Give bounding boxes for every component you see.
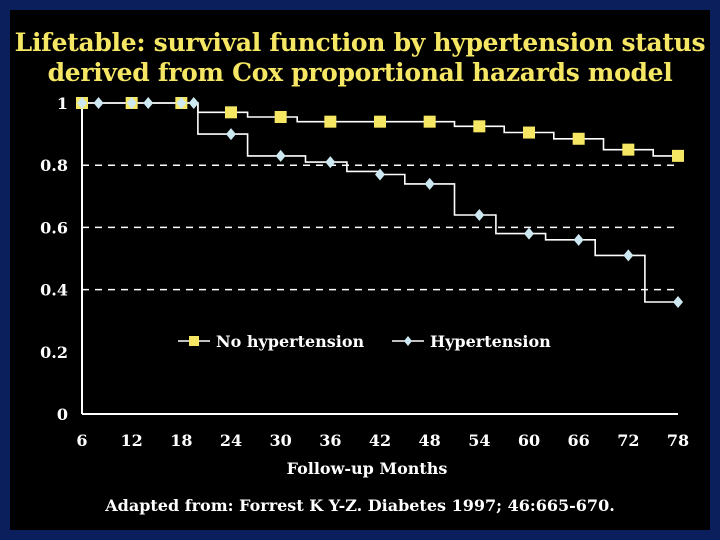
square-marker [622,143,635,156]
x-tick-label: 24 [220,431,242,450]
series-line-hypertension [82,102,678,303]
legend-diamond-marker [404,336,412,346]
x-tick-label: 12 [121,431,143,450]
square-marker [274,110,287,123]
diamond-marker [77,97,87,109]
legend-label: No hypertension [216,332,365,351]
diamond-marker [673,296,683,309]
x-tick-label: 60 [518,431,540,450]
x-axis-label: Follow-up Months [287,459,448,478]
survival-chart: 6 12 18 24 30 36 42 48 54 60 66 72 78 0 0.2 0.4 0.6 0.8 1… [40,94,689,478]
diamond-marker [176,97,187,109]
diamond-marker [573,233,584,246]
chart-title: Lifetable: survival function by hyperten… [10,28,710,88]
y-tick-labels: 0 0.2 0.4 0.6 0.8 1 [40,94,68,424]
diamond-marker [623,249,634,262]
y-tick-label: 0.2 [40,343,68,362]
legend-label: Hypertension [430,332,551,351]
x-tick-label: 72 [617,431,639,450]
diamond-marker [325,156,336,169]
source-citation: Adapted from: Forrest K Y-Z. Diabetes 19… [105,496,615,515]
y-tick-label: 0 [57,405,68,424]
square-marker [374,115,386,128]
diamond-marker [93,97,104,109]
square-marker [572,132,585,145]
x-tick-label: 18 [170,431,192,450]
square-marker [672,149,684,162]
gridlines [82,164,678,291]
x-tick-label: 54 [468,431,490,450]
diamond-marker [524,227,534,240]
series-lines [82,102,678,303]
x-tick-label: 78 [667,431,689,450]
x-tick-label: 6 [76,431,87,450]
slide: Lifetable: survival function by hyperten… [10,10,710,530]
series-line-no-hypertension [82,102,678,157]
diamond-marker [188,97,199,109]
y-tick-label: 0.6 [40,218,68,237]
x-tick-label: 48 [419,431,441,450]
x-tick-labels: 6 12 18 24 30 36 42 48 54 60 66 72 78 [76,431,689,450]
x-tick-label: 66 [568,431,590,450]
y-tick-label: 0.8 [40,156,68,175]
diamond-marker [143,97,154,109]
diamond-marker [474,208,485,221]
square-marker [225,106,237,119]
legend: No hypertension Hypertension [178,332,551,351]
title-line-1: Lifetable: survival function by hyperten… [14,28,706,57]
x-tick-label: 30 [270,431,292,450]
square-marker [423,115,436,128]
y-tick-label: 0.4 [40,281,68,300]
square-marker [473,120,486,133]
legend-square-marker [189,336,199,346]
diamond-marker [424,177,435,190]
axes [81,99,678,415]
series-markers [76,97,684,309]
square-marker [324,115,337,128]
diamond-marker [375,168,385,181]
square-marker [523,126,535,139]
title-line-2: derived from Cox proportional hazards mo… [47,58,673,87]
y-tick-label: 1 [57,94,68,113]
diamond-marker [226,128,236,141]
x-tick-label: 36 [319,431,341,450]
diamond-marker [275,149,286,162]
x-tick-label: 42 [369,431,391,450]
